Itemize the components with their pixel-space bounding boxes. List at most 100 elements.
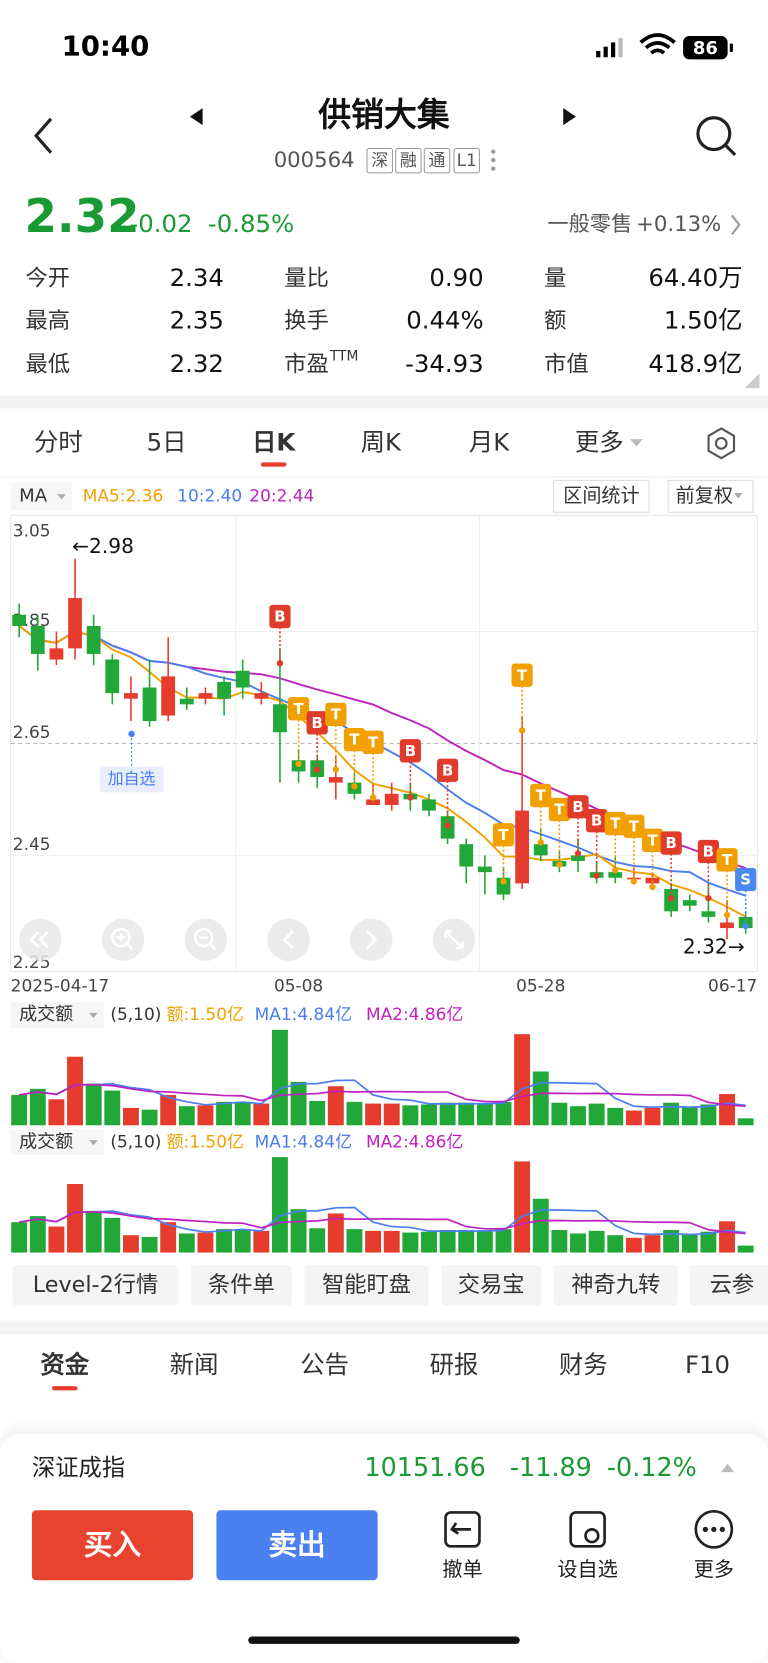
signal-label: T [554, 802, 565, 819]
signal-dot [742, 922, 749, 930]
feature-chip[interactable] [441, 1265, 541, 1306]
volume-bar [178, 1233, 195, 1253]
stat-label: 市值 [544, 351, 589, 377]
volume-bar [402, 1105, 419, 1126]
volume-bar [234, 1229, 251, 1253]
watch-badge [99, 766, 164, 793]
period-tab[interactable]: 5日 [147, 427, 187, 456]
y-tick-label: 2.45 [13, 834, 51, 854]
stat-label-sup: TTM [329, 348, 358, 364]
volume-bar [365, 1230, 382, 1253]
volume-bar [439, 1229, 456, 1253]
control-left[interactable] [267, 918, 310, 961]
candle-body [142, 687, 157, 722]
signal-badge [269, 604, 291, 629]
control-zoom-in[interactable] [101, 918, 145, 961]
candle-body [68, 598, 82, 649]
stat-label: 换手 [284, 308, 329, 334]
more-icon[interactable] [694, 1510, 734, 1549]
candle-body [477, 866, 492, 873]
signal-badge [586, 808, 608, 833]
vol-selector[interactable] [10, 1002, 105, 1028]
info-tab[interactable]: 新闻 [170, 1350, 219, 1379]
range-stats-button[interactable] [553, 479, 650, 513]
info-tab[interactable]: 资金 [40, 1350, 89, 1379]
volume-bar [402, 1232, 419, 1253]
volume-bar [160, 1222, 177, 1253]
back-button[interactable] [34, 117, 53, 154]
settings-icon[interactable] [707, 427, 736, 460]
stats: 今开 2.34 最高 2.35 最低 2.32 量比 0.90 换手 0.44% 市盈 TTM -34.… [26, 263, 743, 378]
volume-bar [290, 1209, 307, 1253]
volume-bar [216, 1229, 233, 1253]
vol-selector[interactable] [10, 1129, 105, 1155]
annotation-watch: 加自选 [108, 769, 156, 788]
vol-name: 成交额 [19, 1004, 73, 1025]
period-tab[interactable]: 分时 [34, 427, 83, 456]
volume-bar [346, 1229, 363, 1253]
buy-button[interactable] [31, 1510, 194, 1581]
more-dots[interactable] [491, 149, 496, 171]
volume-bar [737, 1118, 754, 1126]
ma5-label: MA5:2.36 [83, 485, 163, 505]
watch-icon[interactable] [569, 1511, 606, 1548]
volume-bar [514, 1161, 531, 1253]
feature-chip[interactable] [304, 1265, 429, 1306]
range-stats-label: 区间统计 [563, 484, 639, 507]
volume-ma-line [19, 1211, 746, 1235]
sell-button[interactable] [216, 1510, 378, 1581]
expand-corner[interactable] [744, 373, 760, 389]
feature-chip[interactable] [12, 1265, 179, 1306]
info-tab[interactable]: 财务 [559, 1350, 608, 1379]
volume-bar [48, 1099, 65, 1126]
period-tab[interactable]: 月K [469, 427, 510, 456]
index-value: 10151.66 [364, 1453, 485, 1483]
period-tab[interactable]: 更多 [575, 427, 624, 456]
signal-dot [630, 878, 638, 885]
index-caret[interactable] [721, 1463, 734, 1473]
next-stock[interactable] [563, 108, 576, 126]
candle-body [701, 911, 716, 917]
vol-amount: 额:1.50亿 [167, 1004, 244, 1024]
battery-level: 86 [693, 38, 718, 59]
volume-bar [11, 1222, 28, 1253]
signal-badge [306, 711, 328, 735]
signal-label: T [517, 667, 528, 684]
info-tab[interactable]: 公告 [300, 1350, 349, 1379]
control-right[interactable] [350, 918, 393, 961]
vol-ma1: MA1:4.84亿 [255, 1131, 352, 1151]
volume-bar [476, 1103, 493, 1126]
feature-chip[interactable] [190, 1265, 292, 1306]
undo-icon[interactable] [444, 1511, 481, 1548]
info-tab[interactable]: F10 [685, 1350, 730, 1379]
signal-label: T [368, 734, 379, 751]
candle-body [533, 844, 548, 856]
period-tab[interactable]: 日K [252, 427, 296, 456]
signal-label: B [703, 844, 714, 861]
period-tab[interactable]: 周K [361, 427, 402, 456]
volume-bar [644, 1235, 661, 1253]
sector-name[interactable]: 一般零售 [547, 212, 632, 237]
volume-bar [663, 1229, 680, 1253]
volume-bar [48, 1226, 65, 1253]
signal-label: T [331, 706, 342, 723]
feature-chip[interactable] [553, 1265, 678, 1306]
sector-pct[interactable]: +0.13% [636, 212, 721, 237]
signal-label: B [665, 835, 676, 852]
feature-chip[interactable] [689, 1265, 768, 1306]
signal-label: T [722, 852, 733, 869]
prev-stock[interactable] [189, 108, 203, 126]
signal-badge [716, 848, 738, 872]
info-tab[interactable]: 研报 [430, 1350, 479, 1379]
vol-amount: 额:1.50亿 [167, 1131, 244, 1151]
control-zoom-out[interactable] [184, 918, 228, 961]
annotation-high: ←2.98 [72, 534, 134, 558]
feature-label: 智能盯盘 [322, 1272, 411, 1298]
volume-bar [514, 1034, 531, 1126]
stat-value: 64.40万 [648, 263, 742, 292]
candle-body [738, 916, 753, 929]
search-button[interactable] [696, 116, 732, 152]
stat-value: 2.34 [170, 263, 224, 292]
volume-bar [346, 1101, 363, 1126]
signal-label: T [294, 701, 305, 718]
